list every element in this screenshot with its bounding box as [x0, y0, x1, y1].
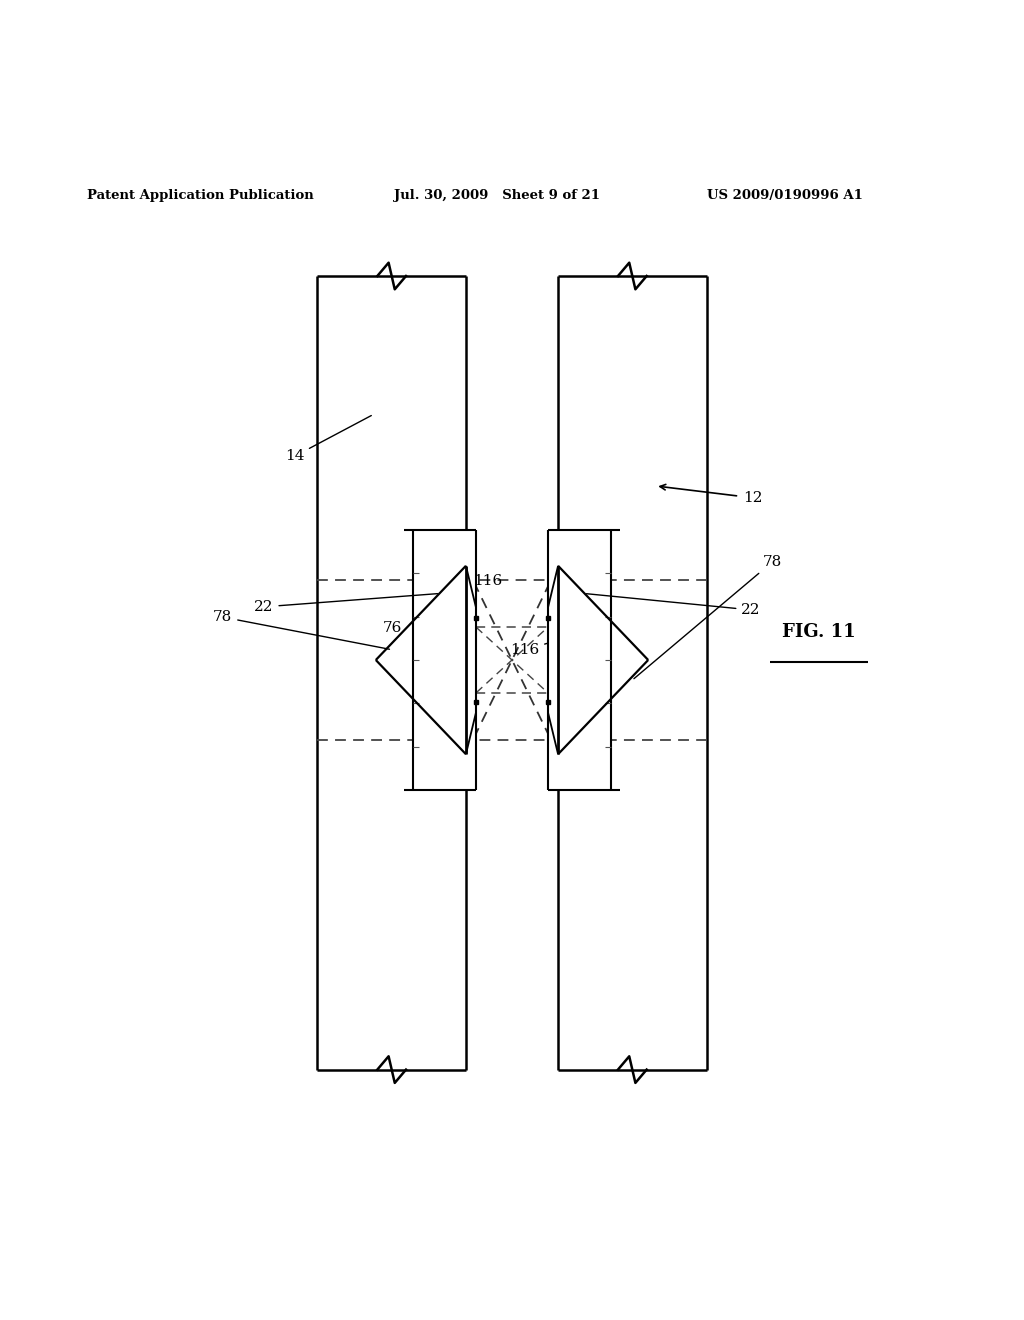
Text: 14: 14: [285, 416, 372, 463]
Bar: [413, 531, 476, 789]
Text: 116: 116: [473, 574, 503, 589]
Text: FIG. 11: FIG. 11: [782, 623, 856, 642]
Bar: [548, 531, 611, 789]
Text: Jul. 30, 2009   Sheet 9 of 21: Jul. 30, 2009 Sheet 9 of 21: [394, 189, 600, 202]
Text: 22: 22: [587, 594, 761, 616]
Text: 76: 76: [383, 622, 402, 635]
Text: 78: 78: [213, 610, 389, 649]
Text: 22: 22: [254, 594, 437, 614]
Text: 12: 12: [743, 491, 763, 506]
Text: US 2009/0190996 A1: US 2009/0190996 A1: [707, 189, 862, 202]
Text: Patent Application Publication: Patent Application Publication: [87, 189, 313, 202]
Text: 78: 78: [634, 554, 782, 678]
Text: 116: 116: [510, 643, 547, 657]
